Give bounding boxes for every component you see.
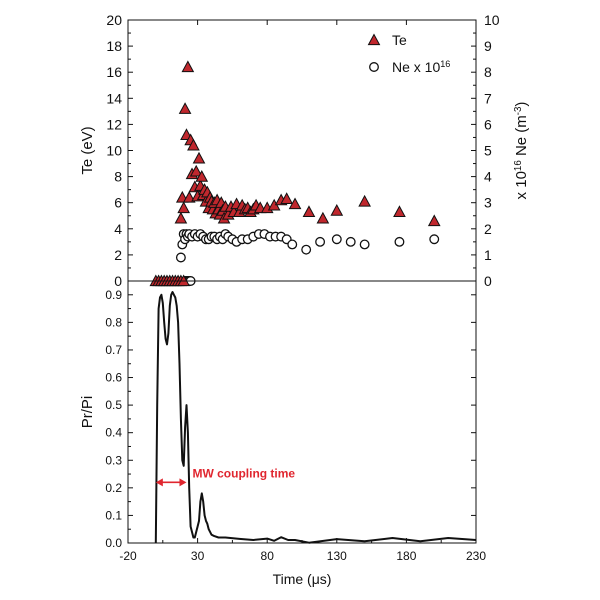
x-tick-label: 130 — [327, 549, 347, 563]
legend: Te Ne x 1016 — [367, 32, 450, 75]
y-tick-label: 0.1 — [105, 508, 122, 522]
ne-point — [331, 234, 342, 245]
te-point — [316, 211, 330, 224]
te-point — [393, 205, 406, 218]
ne-point — [315, 236, 326, 247]
te-point — [288, 197, 302, 210]
y-tick-label-right: 4 — [484, 169, 492, 185]
y-tick-label: 0.6 — [105, 371, 122, 385]
x-tick-label: 230 — [466, 549, 486, 563]
coupling-time-annotation: MW coupling time — [155, 466, 295, 487]
y-tick-label-right: 3 — [484, 195, 492, 211]
y-axis-label: Pr/Pi — [79, 396, 96, 429]
y-tick-label-left: 16 — [106, 64, 122, 80]
te-point — [187, 138, 200, 151]
y-tick-label-right: 0 — [484, 273, 492, 289]
y-axis-label-right: x 1016 Ne (m-3) — [513, 102, 531, 200]
y-tick-label: 0.9 — [105, 288, 122, 302]
ne-point — [394, 236, 405, 247]
te-point — [280, 192, 294, 204]
y-tick-label: 0.8 — [105, 315, 122, 329]
te-point — [358, 194, 371, 207]
y-tick-label: 0.7 — [105, 343, 122, 357]
y-tick-label-left: 12 — [106, 116, 122, 132]
y-tick-label: 0.4 — [105, 426, 122, 440]
y-axis-label-left: Te (eV) — [79, 126, 96, 174]
te-point — [177, 201, 191, 214]
y-tick-label-right: 8 — [484, 64, 492, 80]
te-point — [195, 170, 209, 182]
y-tick-label: 0.0 — [105, 536, 122, 550]
legend-ne-label: Ne x 1016 — [392, 59, 450, 75]
y-tick-label: 0.2 — [105, 481, 122, 495]
y-tick-label-left: 10 — [106, 143, 122, 159]
te-point — [178, 102, 192, 114]
y-tick-label-left: 14 — [106, 90, 122, 106]
ne-point — [301, 244, 312, 255]
te-point — [181, 60, 195, 73]
x-tick-label: 80 — [261, 549, 275, 563]
y-tick-label-left: 20 — [106, 12, 122, 28]
x-tick-label: 180 — [396, 549, 416, 563]
legend-ne-marker — [369, 62, 379, 72]
te-point — [330, 203, 344, 216]
y-tick-label-left: 18 — [106, 38, 122, 54]
y-tick-label-left: 0 — [114, 273, 122, 289]
te-point — [182, 190, 196, 203]
y-tick-label-right: 10 — [484, 12, 500, 28]
te-point — [302, 205, 316, 218]
y-tick-label-right: 1 — [484, 247, 492, 263]
y-tick-label-right: 2 — [484, 221, 492, 237]
y-tick-label-left: 2 — [114, 247, 122, 263]
annotation-label: MW coupling time — [192, 466, 295, 480]
ne-point — [359, 239, 370, 250]
te-point — [192, 151, 206, 164]
y-tick-label-right: 5 — [484, 143, 492, 159]
te-point — [174, 211, 188, 224]
y-tick-label-right: 6 — [484, 116, 492, 132]
annotation-arrow-head-right — [179, 478, 187, 487]
y-tick-label-left: 4 — [114, 221, 122, 237]
x-tick-label: 30 — [191, 549, 205, 563]
y-tick-label: 0.5 — [105, 398, 122, 412]
x-axis-label: Time (μs) — [273, 571, 332, 587]
pr-pi-line-panel: 0.0 0.1 0.2 0.3 0.4 0.5 0.6 0.7 0.8 0.9 -20 30 80 130… — [79, 280, 486, 587]
y-tick-label: 0.3 — [105, 453, 122, 467]
ne-point — [175, 252, 186, 263]
y-tick-label-right: 7 — [484, 90, 492, 106]
annotation-arrow-head-left — [155, 478, 163, 487]
te-point — [189, 164, 203, 177]
y-tick-label-right: 9 — [484, 38, 492, 54]
legend-te-label: Te — [392, 32, 407, 48]
ne-point — [287, 239, 298, 250]
y-tick-label-left: 8 — [114, 169, 122, 185]
te-point — [427, 214, 441, 227]
ne-point — [429, 234, 440, 245]
pr-pi-line — [154, 291, 477, 544]
legend-te-marker — [367, 33, 381, 46]
y-tick-label-left: 6 — [114, 195, 122, 211]
x-tick-label: -20 — [119, 549, 137, 563]
ne-point — [345, 236, 356, 247]
